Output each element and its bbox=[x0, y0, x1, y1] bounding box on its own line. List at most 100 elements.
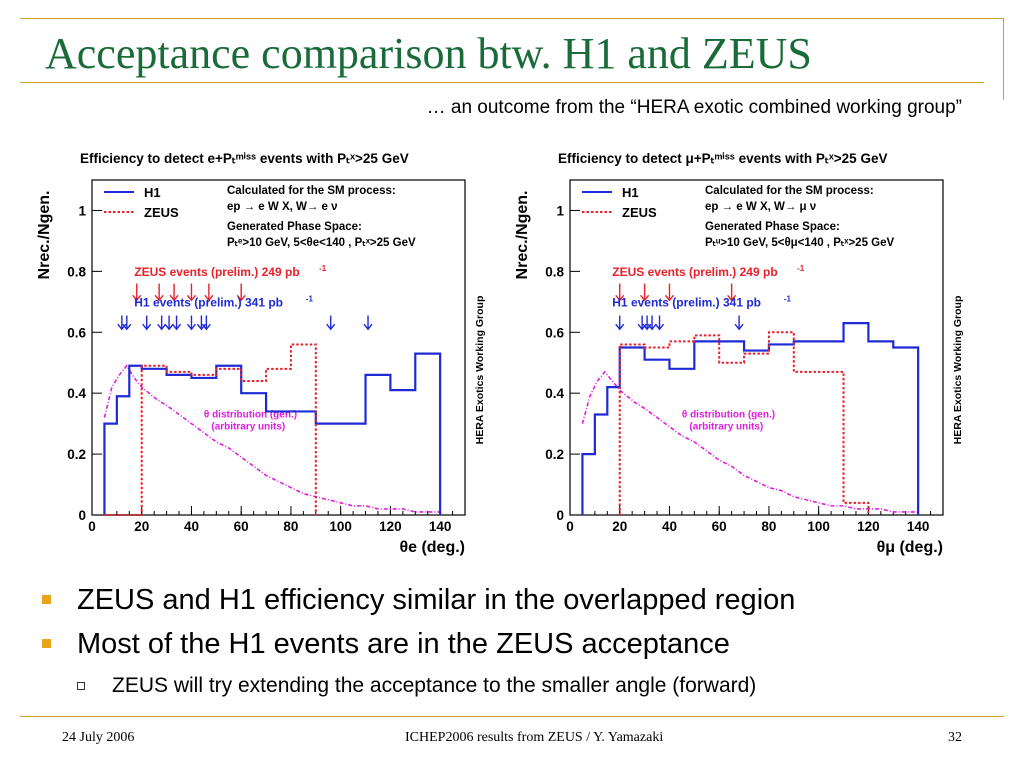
series-h1-histogram bbox=[103, 352, 442, 515]
y-tick-label: 0.6 bbox=[545, 325, 564, 340]
process-text-line: ep → e W X, W→ e ν bbox=[227, 201, 338, 213]
decorative-rule-vertical bbox=[1003, 18, 1004, 100]
footer-center: ICHEP2006 results from ZEUS / Y. Yamazak… bbox=[405, 730, 664, 745]
bullet-marker bbox=[42, 595, 51, 604]
series-zeus-histogram bbox=[104, 343, 317, 516]
y-tick-label: 0.4 bbox=[67, 386, 86, 401]
zeus-events-label: ZEUS events (prelim.) 249 pb bbox=[134, 265, 299, 279]
footer-date: 24 July 2006 bbox=[62, 730, 135, 745]
y-tick-label: 0.2 bbox=[67, 447, 86, 462]
x-tick-label: 100 bbox=[807, 519, 830, 534]
bullet-list: ZEUS and H1 efficiency similar in the ov… bbox=[42, 583, 1002, 701]
process-text-line: Calculated for the SM process: bbox=[705, 185, 874, 197]
x-tick-label: 140 bbox=[907, 519, 930, 534]
y-tick-label: 1 bbox=[78, 203, 86, 218]
h1-events-arrow-head bbox=[201, 323, 211, 331]
chart-title: Efficiency to detect e+Pₜᵐⁱˢˢ events wit… bbox=[80, 151, 409, 166]
bullet-item: ZEUS and H1 efficiency similar in the ov… bbox=[42, 583, 1002, 627]
x-tick-label: 20 bbox=[134, 519, 149, 534]
x-tick-label: 80 bbox=[283, 519, 298, 534]
series-h1-histogram bbox=[581, 322, 920, 515]
y-axis-label: Nrec./Ngen. bbox=[36, 191, 53, 280]
x-tick-label: 40 bbox=[184, 519, 199, 534]
h1-events-arrow-head bbox=[654, 323, 665, 331]
process-text-line: Pₜᵘ>10 GeV, 5<θμ<140 , Pₜˣ>25 GeV bbox=[705, 237, 895, 249]
chart-muon-efficiency: Efficiency to detect μ+Pₜᵐⁱˢˢ events wit… bbox=[514, 151, 964, 556]
zeus-events-label-sup: -1 bbox=[319, 264, 327, 273]
h1-events-arrow-head bbox=[647, 323, 657, 331]
x-tick-label: 120 bbox=[857, 519, 880, 534]
process-text-line: Pₜᵉ>10 GeV, 5<θe<140 , Pₜˣ>25 GeV bbox=[227, 237, 416, 249]
decorative-rule-under-title bbox=[20, 82, 984, 83]
zeus-events-arrow-head bbox=[236, 294, 246, 302]
x-tick-label: 100 bbox=[329, 519, 352, 534]
bullet-text: ZEUS and H1 efficiency similar in the ov… bbox=[77, 584, 796, 616]
side-label: HERA Exotics Working Group bbox=[474, 296, 486, 445]
y-axis-label: Nrec./Ngen. bbox=[514, 191, 531, 280]
y-tick-label: 0.8 bbox=[67, 264, 86, 279]
h1-events-arrow-head bbox=[363, 323, 373, 331]
process-text-line: Generated Phase Space: bbox=[227, 221, 362, 233]
sub-bullet-marker bbox=[77, 682, 85, 690]
h1-events-label: H1 events (prelim.) 341 pb bbox=[134, 295, 283, 309]
process-text-line: Calculated for the SM process: bbox=[227, 185, 396, 197]
decorative-rule-top bbox=[20, 18, 1004, 19]
zeus-events-arrow-head bbox=[169, 294, 179, 302]
footer-rule bbox=[20, 716, 1004, 717]
x-tick-label: 80 bbox=[761, 519, 776, 534]
legend-label-zeus: ZEUS bbox=[144, 205, 179, 220]
y-tick-label: 1 bbox=[556, 203, 564, 218]
h1-events-arrow-head bbox=[615, 323, 625, 331]
theta-distribution-line bbox=[103, 364, 441, 513]
sub-bullet-item: ZEUS will try extending the acceptance t… bbox=[42, 671, 1002, 701]
theta-distribution-label: θ distribution (gen.) bbox=[204, 410, 297, 421]
sub-bullet-text: ZEUS will try extending the acceptance t… bbox=[112, 674, 757, 697]
h1-events-arrow-head bbox=[326, 323, 336, 331]
x-tick-label: 140 bbox=[429, 519, 452, 534]
zeus-events-arrow-head bbox=[640, 294, 650, 302]
zeus-events-arrow-head bbox=[132, 294, 142, 302]
x-axis-label: θe (deg.) bbox=[399, 539, 465, 556]
chart-electron-efficiency: Efficiency to detect e+Pₜᵐⁱˢˢ events wit… bbox=[36, 151, 486, 556]
zeus-events-arrow-head bbox=[615, 294, 625, 302]
zeus-events-label-sup: -1 bbox=[797, 264, 805, 273]
x-tick-label: 20 bbox=[612, 519, 627, 534]
x-tick-label: 0 bbox=[566, 519, 574, 534]
h1-events-arrow-head bbox=[122, 323, 132, 331]
x-tick-label: 60 bbox=[234, 519, 249, 534]
theta-distribution-sublabel: (arbitrary units) bbox=[211, 422, 285, 433]
zeus-events-arrow-head bbox=[204, 294, 214, 302]
y-tick-label: 0.4 bbox=[545, 386, 564, 401]
chart-title: Efficiency to detect μ+Pₜᵐⁱˢˢ events wit… bbox=[558, 151, 887, 166]
zeus-events-arrow-head bbox=[727, 294, 737, 302]
zeus-events-arrow-head bbox=[154, 294, 164, 302]
h1-events-arrow-head bbox=[142, 323, 152, 331]
legend-label-zeus: ZEUS bbox=[622, 205, 657, 220]
h1-events-arrow-head bbox=[164, 323, 174, 331]
x-tick-label: 0 bbox=[88, 519, 96, 534]
bullet-marker bbox=[42, 639, 51, 648]
h1-events-arrow-head bbox=[157, 323, 167, 331]
slide-title: Acceptance comparison btw. H1 and ZEUS bbox=[45, 29, 812, 78]
zeus-events-arrow-head bbox=[186, 294, 197, 302]
legend-label-h1: H1 bbox=[144, 185, 161, 200]
x-tick-label: 120 bbox=[379, 519, 402, 534]
h1-events-label-sup: -1 bbox=[784, 294, 792, 303]
process-text-line: Generated Phase Space: bbox=[705, 221, 840, 233]
theta-distribution-line bbox=[581, 370, 919, 513]
y-tick-label: 0.6 bbox=[67, 325, 86, 340]
theta-distribution-sublabel: (arbitrary units) bbox=[689, 422, 763, 433]
theta-distribution-label: θ distribution (gen.) bbox=[682, 410, 775, 421]
y-tick-label: 0.8 bbox=[545, 264, 564, 279]
bullet-item: Most of the H1 events are in the ZEUS ac… bbox=[42, 627, 1002, 671]
legend-label-h1: H1 bbox=[622, 185, 639, 200]
y-tick-label: 0 bbox=[78, 508, 86, 523]
h1-events-label-sup: -1 bbox=[306, 294, 314, 303]
y-tick-label: 0.2 bbox=[545, 447, 564, 462]
footer-page-number: 32 bbox=[948, 730, 962, 745]
process-text-line: ep → e W X, W→ μ ν bbox=[705, 201, 816, 213]
side-label: HERA Exotics Working Group bbox=[952, 296, 964, 445]
y-tick-label: 0 bbox=[556, 508, 564, 523]
x-tick-label: 60 bbox=[712, 519, 727, 534]
slide-subtitle: … an outcome from the “HERA exotic combi… bbox=[426, 97, 962, 118]
